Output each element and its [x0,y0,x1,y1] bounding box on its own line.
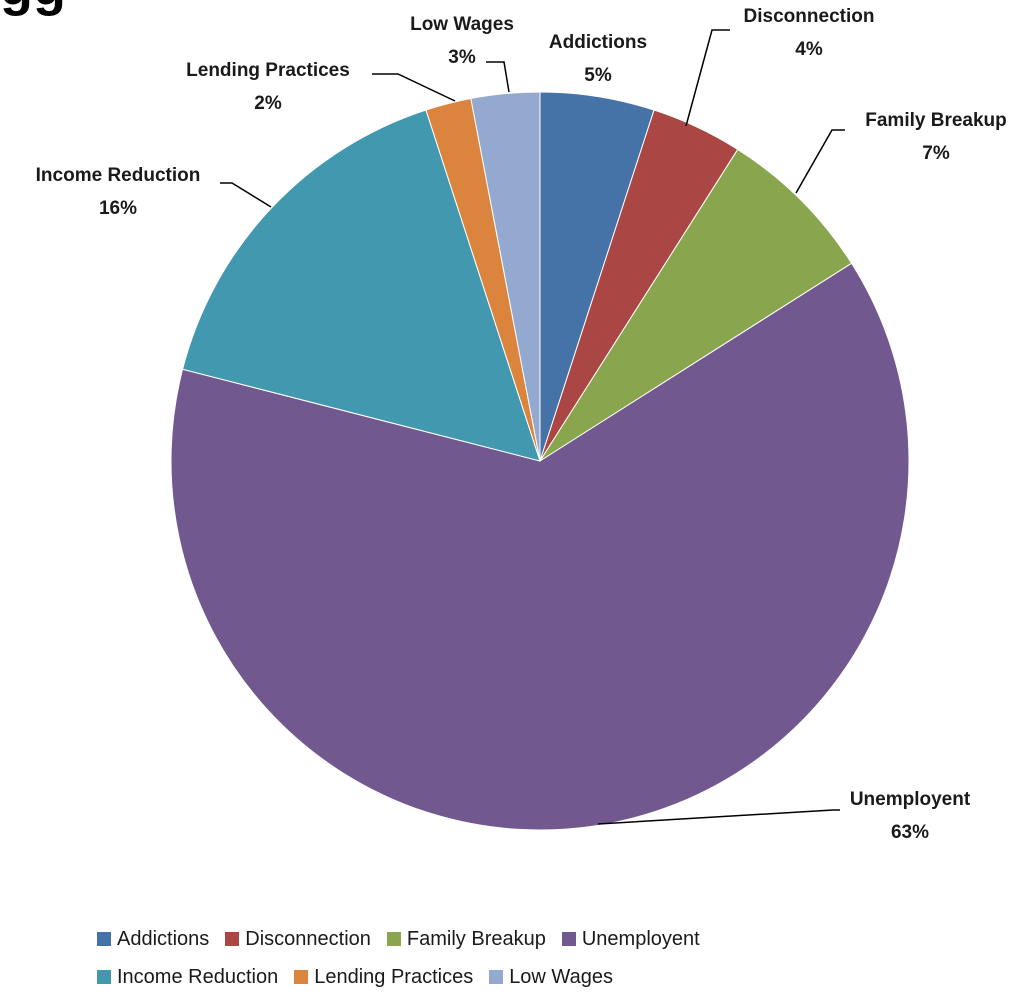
legend-label: Family Breakup [406,927,546,950]
data-label-name-low-wages: Low Wages [410,14,514,35]
legend-row: Income Reduction Lending Practices Low Wag… [97,958,997,996]
leader-lines [220,29,845,825]
data-label-value-unemployent: 63% [891,822,929,843]
data-label-name-lending-practices: Lending Practices [186,60,350,81]
data-label-value-addictions: 5% [584,65,612,86]
data-label-name-unemployent: Unemployent [850,789,971,810]
chart-title: gg [0,0,66,18]
legend-row: Addictions Disconnection Family Breakup Une… [97,920,997,958]
legend-label: Low Wages [509,965,613,988]
data-label-value-low-wages: 3% [448,47,476,68]
pie-slice-unemployent [170,262,910,831]
legend-swatch [97,932,111,946]
leader-line-family-breakup [795,129,845,194]
legend-swatch [225,932,240,946]
legend-item-low-wages: Low Wages [489,966,613,989]
data-label-name-income-reduction: Income Reduction [36,165,201,186]
legend-item-unemployent: Unemployent [561,927,700,951]
legend-swatch [97,970,111,984]
data-label-value-family-breakup: 7% [922,143,950,164]
legend: Addictions Disconnection Family Breakup Une… [97,920,997,996]
legend-label: Lending Practices [314,965,474,988]
legend-item-lending-practices: Lending Practices [294,966,473,989]
leader-line-unemployent [597,809,840,825]
data-label-name-disconnection: Disconnection [744,6,875,27]
pie-slice-income-reduction [181,109,541,462]
legend-label: Addictions [117,927,210,950]
leader-line-lending-practices [372,73,456,102]
legend-item-addictions: Addictions [97,928,209,951]
pie-slices [170,91,910,831]
leader-line-disconnection [685,29,730,127]
leader-line-income-reduction [220,182,272,208]
data-label-name-addictions: Addictions [549,32,647,53]
data-labels: Addictions 5% Disconnection 4% Family Breaku… [36,6,1007,843]
pie-slice-family-breakup [539,148,853,462]
legend-item-income-reduction: Income Reduction [97,966,278,989]
legend-swatch [489,970,504,984]
legend-swatch [294,970,309,984]
legend-label: Income Reduction [117,965,279,988]
legend-label: Disconnection [245,927,371,950]
legend-swatch [561,932,576,946]
data-label-value-disconnection: 4% [795,39,823,60]
data-label-value-lending-practices: 2% [254,93,282,114]
legend-label: Unemployent [581,927,700,950]
data-label-name-family-breakup: Family Breakup [865,110,1007,131]
legend-swatch [386,932,401,946]
pie-slice-low-wages [470,91,541,462]
leader-line-low-wages [486,61,510,93]
data-label-value-income-reduction: 16% [99,198,137,219]
legend-item-family-breakup: Family Breakup [386,927,546,951]
legend-item-disconnection: Disconnection [225,928,371,951]
